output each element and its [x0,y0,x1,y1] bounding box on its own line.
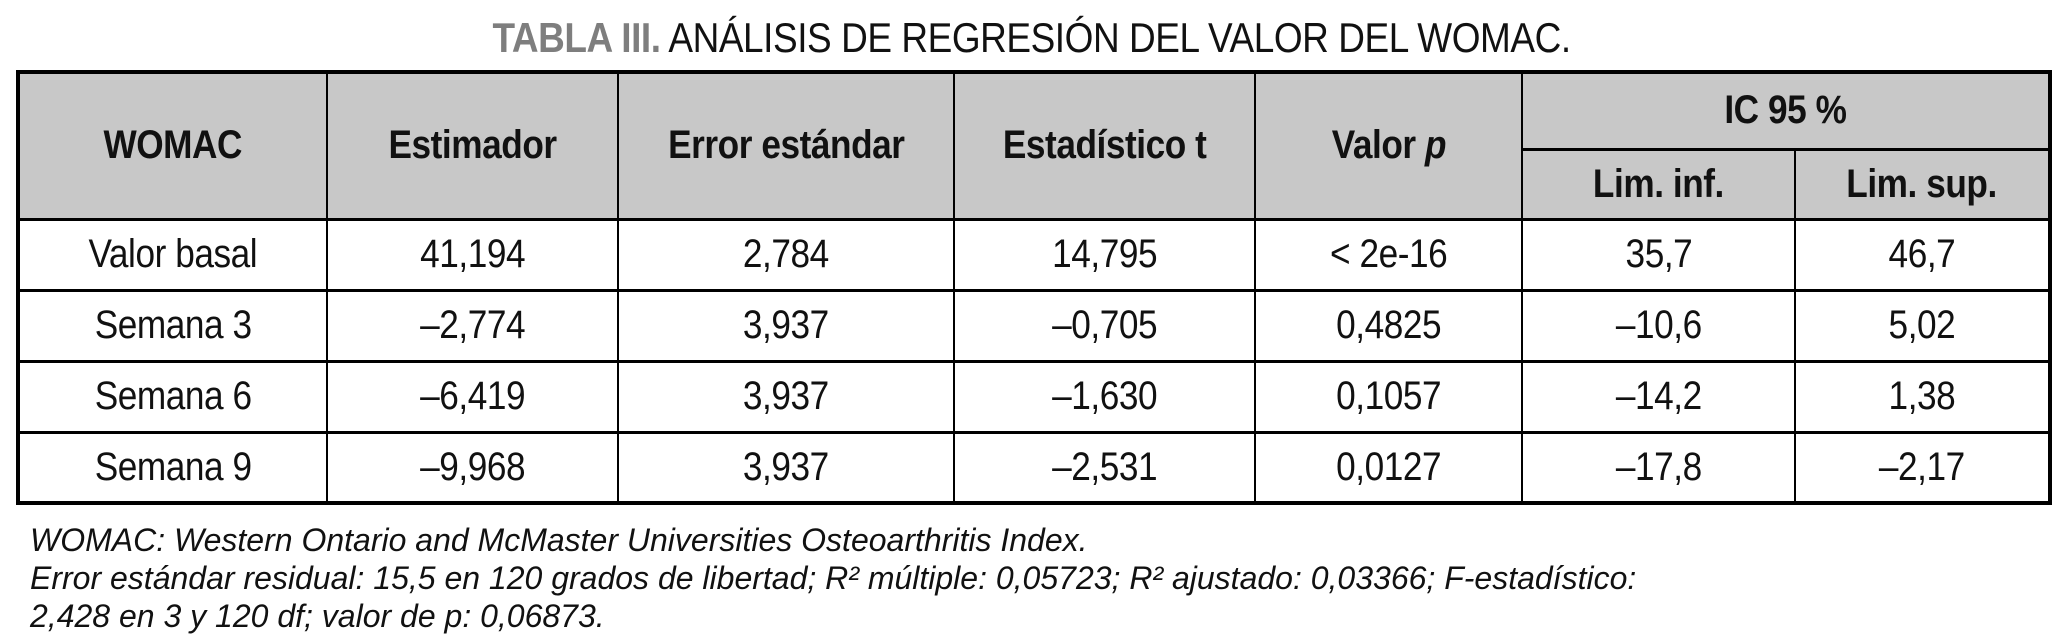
table-title-label: TABLA III. [492,14,662,61]
col-header-lim-sup-label: Lim. sup. [1846,161,1998,206]
row-label: Semana 3 [17,288,328,363]
footnote-line-3: 2,428 en 3 y 120 df; valor de p: 0,06873… [30,598,605,634]
table-cell: –9,968 [326,430,619,505]
col-header-error-estandar-label: Error estándar [667,123,905,168]
table-cell: 3,937 [617,288,955,363]
col-header-womac-label: WOMAC [103,123,243,168]
table-cell: 14,795 [953,217,1256,292]
table-row-semana-3: Semana 3 –2,774 3,937 –0,705 0,4825 –10,… [17,288,2052,363]
table-cell: 2,784 [617,217,955,292]
table-cell: –1,630 [953,359,1256,434]
table-body: Valor basal 41,194 2,784 14,795 < 2e-16 … [17,217,2052,505]
table-cell: 5,02 [1793,288,2052,363]
table-cell: –14,2 [1521,359,1796,434]
col-header-error-estandar: Error estándar [617,70,955,221]
table-cell: –2,774 [326,288,619,363]
table-cell: 35,7 [1521,217,1796,292]
col-header-valor-p: Valor p [1254,70,1523,221]
table-row-valor-basal: Valor basal 41,194 2,784 14,795 < 2e-16 … [17,217,2052,292]
col-header-valor-p-label: Valor p [1331,123,1447,168]
table-header: WOMAC Estimador Error estándar Estadísti… [17,70,2052,221]
table-row-semana-6: Semana 6 –6,419 3,937 –1,630 0,1057 –14,… [17,359,2052,434]
regression-table: WOMAC Estimador Error estándar Estadísti… [16,70,2053,505]
table-cell: 1,38 [1793,359,2052,434]
valor-p-prefix: Valor [1331,123,1416,168]
table-cell: –0,705 [953,288,1256,363]
table-cell: –10,6 [1521,288,1796,363]
table-title-content: TABLA III. ANÁLISIS DE REGRESIÓN DEL VAL… [492,14,1572,62]
col-header-ic95-label: IC 95 % [1724,88,1847,133]
table-title-text: ANÁLISIS DE REGRESIÓN DEL VALOR DEL WOMA… [660,14,1572,61]
footnote-line-2: Error estándar residual: 15,5 en 120 gra… [30,560,1637,596]
row-label: Valor basal [17,217,328,292]
row-label: Semana 9 [17,430,328,505]
col-header-womac: WOMAC [17,70,328,221]
row-label: Semana 6 [17,359,328,434]
table-cell: 41,194 [326,217,619,292]
col-header-lim-sup: Lim. sup. [1793,147,2052,221]
col-header-lim-inf: Lim. inf. [1521,147,1796,221]
table-cell: 0,4825 [1254,288,1523,363]
table-cell: 0,0127 [1254,430,1523,505]
footnote-line-1: WOMAC: Western Ontario and McMaster Univ… [30,522,1088,558]
col-header-estimador: Estimador [326,70,619,221]
table-cell: –6,419 [326,359,619,434]
col-header-lim-inf-label: Lim. inf. [1593,161,1724,206]
table-cell: 0,1057 [1254,359,1523,434]
table-row-semana-9: Semana 9 –9,968 3,937 –2,531 0,0127 –17,… [17,430,2052,505]
table-cell: 3,937 [617,359,955,434]
table-cell: –2,531 [953,430,1256,505]
table-cell: 3,937 [617,430,955,505]
col-header-estadistico-t-label: Estadístico t [1002,123,1207,168]
table-title: TABLA III. ANÁLISIS DE REGRESIÓN DEL VAL… [16,14,2048,62]
col-header-ic95: IC 95 % [1520,70,2052,151]
table-cell: 46,7 [1793,217,2052,292]
footnotes: WOMAC: Western Ontario and McMaster Univ… [30,521,2059,635]
table-cell: –17,8 [1521,430,1796,505]
table-cell: –2,17 [1793,430,2052,505]
valor-p-symbol: p [1424,123,1447,168]
table-cell: < 2e-16 [1254,217,1523,292]
col-header-estimador-label: Estimador [388,123,557,168]
col-header-estadistico-t: Estadístico t [953,70,1256,221]
